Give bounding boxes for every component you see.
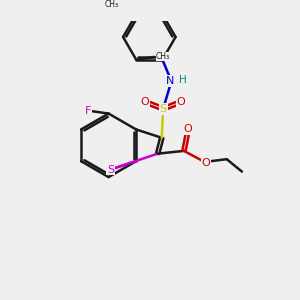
Text: O: O bbox=[202, 158, 210, 168]
Text: CH₃: CH₃ bbox=[105, 0, 119, 9]
Text: CH₃: CH₃ bbox=[156, 52, 170, 62]
Text: S: S bbox=[160, 104, 167, 114]
Text: S: S bbox=[107, 164, 114, 175]
Text: H: H bbox=[179, 75, 187, 85]
Text: O: O bbox=[177, 97, 185, 107]
Text: O: O bbox=[184, 124, 192, 134]
Text: N: N bbox=[166, 76, 174, 86]
Text: F: F bbox=[85, 106, 91, 116]
Text: O: O bbox=[141, 97, 150, 107]
